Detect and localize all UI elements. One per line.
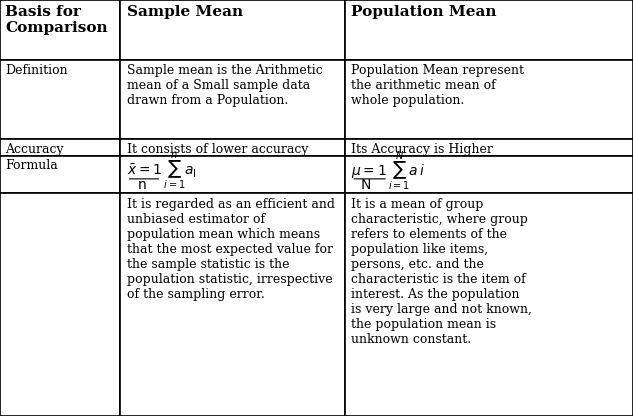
- Text: Formula: Formula: [5, 159, 58, 172]
- Text: Basis for
Comparison: Basis for Comparison: [5, 5, 108, 35]
- Text: It is regarded as an efficient and
unbiased estimator of
population mean which m: It is regarded as an efficient and unbia…: [127, 198, 335, 301]
- Text: $\rm N$: $\rm N$: [360, 178, 371, 192]
- Bar: [345, 60, 633, 139]
- Text: Sample mean is the Arithmetic
mean of a Small sample data
drawn from a Populatio: Sample mean is the Arithmetic mean of a …: [127, 64, 322, 106]
- Text: Population Mean represent
the arithmetic mean of
whole population.: Population Mean represent the arithmetic…: [351, 64, 524, 106]
- Text: Definition: Definition: [5, 64, 68, 77]
- Bar: [0, 139, 120, 156]
- Text: $\mu{=}1\,\sum_{i=1}^{N} a\,i$: $\mu{=}1\,\sum_{i=1}^{N} a\,i$: [351, 149, 426, 193]
- Bar: [345, 193, 633, 416]
- Bar: [345, 0, 633, 60]
- Bar: [120, 193, 345, 416]
- Bar: [0, 193, 120, 416]
- Text: It consists of lower accuracy: It consists of lower accuracy: [127, 143, 308, 156]
- Bar: [120, 139, 345, 156]
- Bar: [0, 60, 120, 139]
- Bar: [345, 156, 633, 193]
- Bar: [0, 156, 120, 193]
- Text: $\rm n$: $\rm n$: [137, 178, 147, 192]
- Bar: [120, 0, 345, 60]
- Bar: [120, 60, 345, 139]
- Text: Accuracy: Accuracy: [5, 143, 64, 156]
- Text: Sample Mean: Sample Mean: [127, 5, 242, 19]
- Bar: [120, 156, 345, 193]
- Text: It is a mean of group
characteristic, where group
refers to elements of the
popu: It is a mean of group characteristic, wh…: [351, 198, 532, 346]
- Text: Its Accuracy is Higher: Its Accuracy is Higher: [351, 143, 493, 156]
- Text: $\bar{x} = 1\,\sum_{i=1}^{n} a_{\rm I}$: $\bar{x} = 1\,\sum_{i=1}^{n} a_{\rm I}$: [127, 151, 196, 192]
- Bar: [345, 139, 633, 156]
- Bar: [0, 0, 120, 60]
- Text: Population Mean: Population Mean: [351, 5, 497, 19]
